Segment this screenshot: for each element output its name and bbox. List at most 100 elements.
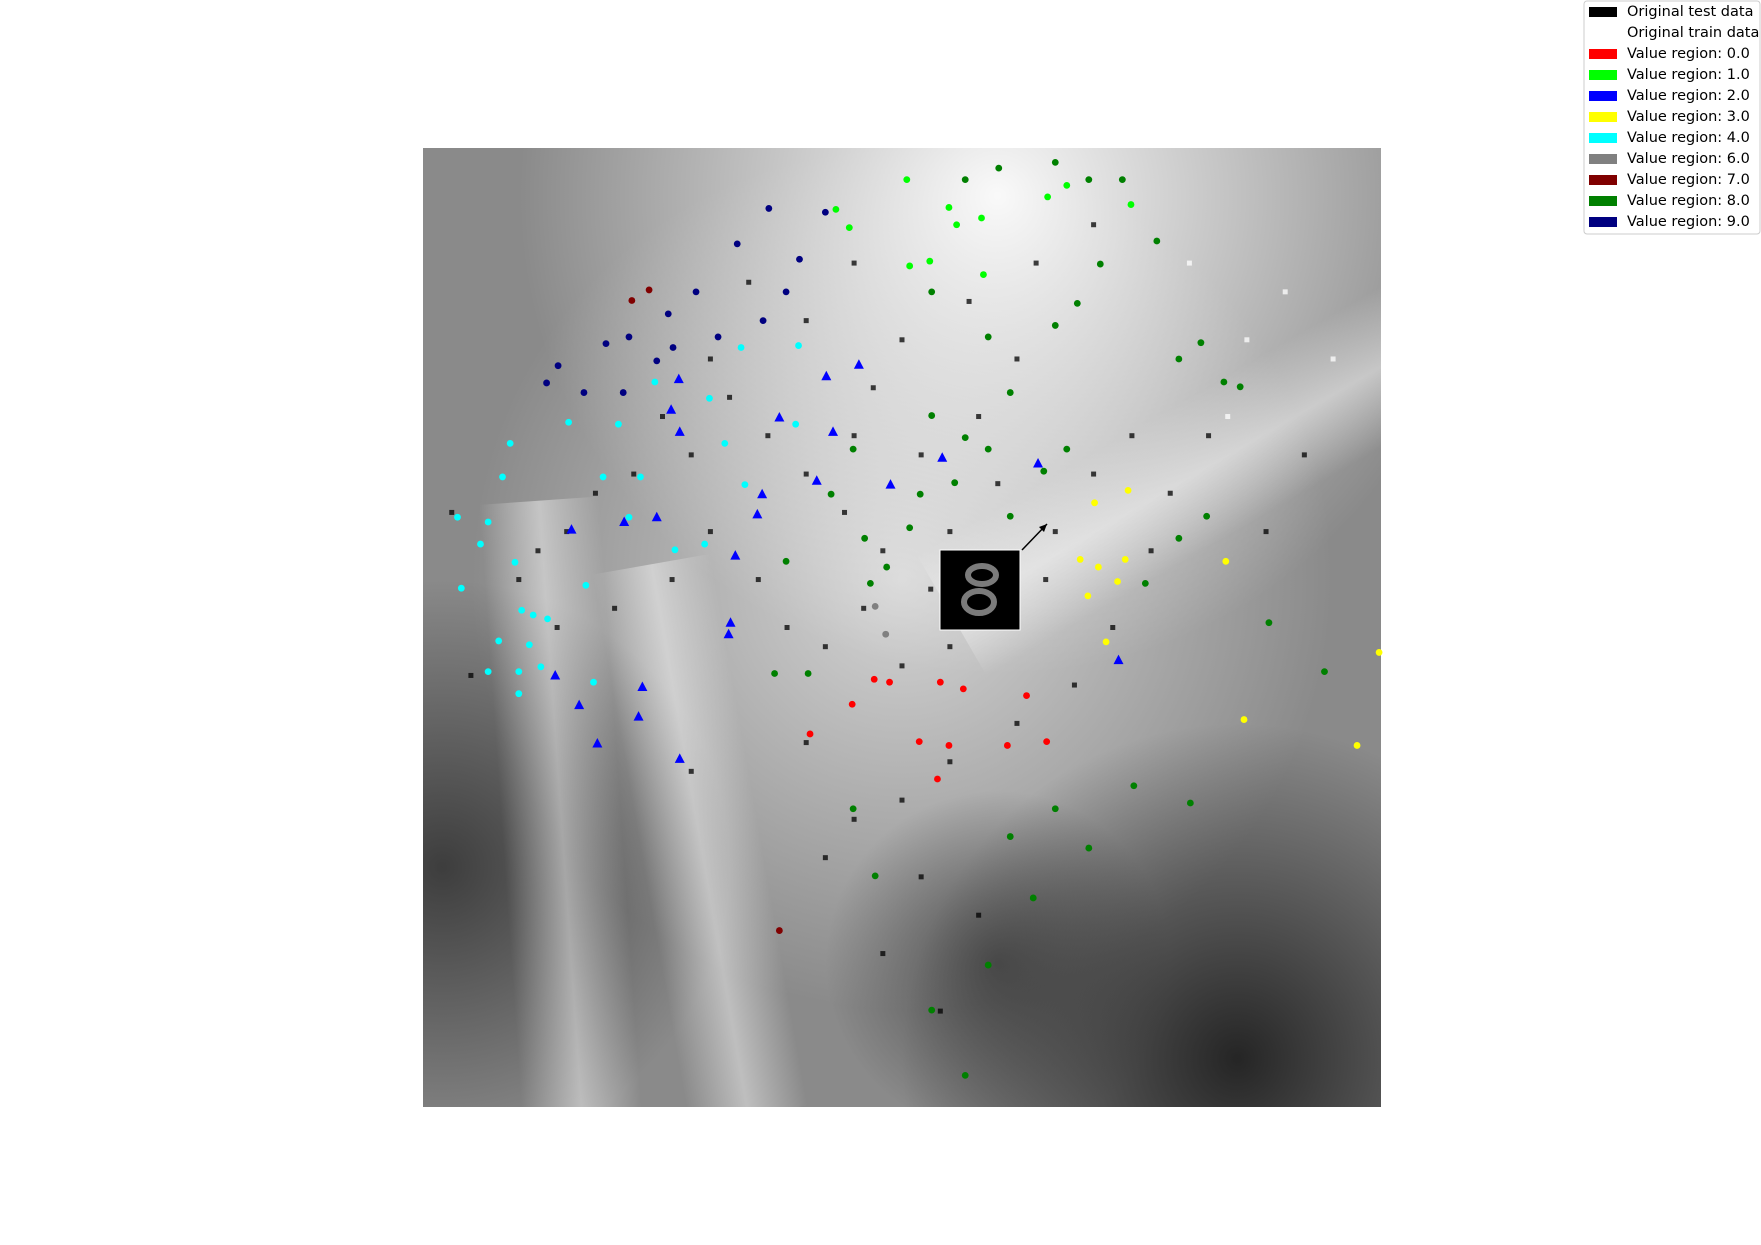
circle-point bbox=[980, 271, 987, 278]
test-point bbox=[516, 577, 522, 583]
triangle-point bbox=[619, 516, 630, 527]
test-point bbox=[688, 768, 694, 774]
circle-point bbox=[1236, 383, 1244, 391]
circle-point bbox=[653, 357, 661, 365]
test-point bbox=[937, 1008, 943, 1014]
test-point bbox=[880, 548, 886, 554]
circle-point bbox=[499, 473, 506, 481]
circle-point bbox=[1073, 299, 1081, 307]
circle-point bbox=[782, 288, 790, 296]
test-point bbox=[1301, 452, 1307, 458]
legend-label: Original train data bbox=[1627, 25, 1759, 41]
test-point bbox=[1263, 529, 1269, 535]
circle-point bbox=[1130, 782, 1138, 790]
circle-point bbox=[849, 445, 857, 453]
circle-point bbox=[1006, 512, 1014, 520]
circle-point bbox=[580, 389, 588, 396]
circle-point bbox=[582, 581, 590, 589]
circle-point bbox=[1121, 556, 1129, 563]
circle-point bbox=[506, 439, 514, 447]
legend-swatch bbox=[1589, 196, 1617, 206]
triangle-point bbox=[853, 359, 864, 369]
triangle-point bbox=[1113, 654, 1124, 665]
test-point bbox=[669, 577, 675, 583]
circle-point bbox=[625, 513, 633, 521]
triangle-point bbox=[885, 479, 896, 489]
triangle-point bbox=[725, 617, 736, 627]
test-point bbox=[899, 797, 905, 803]
circle-point bbox=[625, 333, 633, 341]
circle-point bbox=[849, 805, 857, 813]
legend-swatch bbox=[1589, 7, 1617, 17]
test-point bbox=[822, 644, 828, 650]
circle-point bbox=[1096, 260, 1104, 268]
circle-point bbox=[454, 513, 461, 521]
circle-point bbox=[1175, 355, 1183, 363]
circle-point bbox=[1186, 799, 1194, 807]
circle-point bbox=[525, 641, 533, 649]
test-point bbox=[468, 672, 474, 678]
test-point bbox=[1110, 625, 1116, 630]
circle-point bbox=[737, 344, 745, 351]
triangle-point bbox=[592, 738, 603, 748]
test-point bbox=[861, 605, 867, 611]
circle-point bbox=[701, 540, 709, 548]
circle-point bbox=[961, 176, 969, 184]
circle-point bbox=[953, 221, 961, 229]
circle-point bbox=[984, 961, 992, 969]
test-point bbox=[803, 318, 809, 324]
test-point bbox=[918, 452, 924, 458]
test-point bbox=[564, 529, 570, 535]
circle-point bbox=[984, 445, 992, 453]
circle-point bbox=[484, 518, 492, 526]
test-point bbox=[1148, 548, 1154, 554]
circle-point bbox=[883, 563, 891, 571]
circle-point bbox=[741, 481, 749, 489]
circle-point bbox=[1044, 193, 1052, 201]
test-point bbox=[1091, 222, 1097, 228]
circle-point bbox=[915, 738, 923, 746]
circle-point bbox=[1118, 176, 1126, 184]
circle-point bbox=[664, 310, 672, 318]
legend-label: Value region: 1.0 bbox=[1627, 67, 1750, 83]
test-point bbox=[928, 586, 934, 592]
test-point bbox=[803, 471, 809, 477]
circle-point bbox=[477, 540, 484, 548]
circle-point bbox=[951, 479, 959, 487]
test-point bbox=[755, 577, 761, 583]
legend-swatch bbox=[1589, 112, 1617, 122]
test-point bbox=[947, 759, 953, 765]
circle-point bbox=[978, 214, 985, 222]
circle-point bbox=[637, 473, 644, 481]
circle-point bbox=[1029, 894, 1037, 902]
circle-point bbox=[1220, 378, 1228, 386]
triangle-point bbox=[757, 488, 768, 499]
circle-point bbox=[870, 675, 878, 683]
test-point bbox=[449, 509, 455, 515]
circle-point bbox=[1175, 534, 1183, 542]
circle-point bbox=[792, 420, 800, 428]
legend-swatch bbox=[1589, 49, 1617, 59]
legend: Original test data Original train data Val… bbox=[1583, 0, 1761, 235]
test-point bbox=[707, 356, 713, 362]
circle-point bbox=[928, 288, 936, 296]
circle-point bbox=[1006, 833, 1014, 840]
legend-swatch bbox=[1589, 70, 1617, 80]
triangle-point bbox=[550, 669, 561, 680]
circle-point bbox=[1063, 445, 1071, 453]
circle-point bbox=[1051, 158, 1059, 166]
test-point bbox=[660, 414, 665, 420]
circle-point bbox=[928, 412, 936, 419]
triangle-point bbox=[723, 628, 734, 639]
test-point bbox=[784, 625, 790, 630]
test-point bbox=[554, 625, 560, 630]
circle-point bbox=[1043, 738, 1051, 746]
test-point bbox=[1071, 682, 1077, 688]
test-point bbox=[976, 414, 982, 420]
circle-point bbox=[1076, 556, 1084, 563]
circle-point bbox=[733, 240, 741, 248]
circle-point bbox=[615, 420, 622, 428]
circle-point bbox=[1085, 176, 1093, 184]
circle-point bbox=[1023, 692, 1030, 699]
